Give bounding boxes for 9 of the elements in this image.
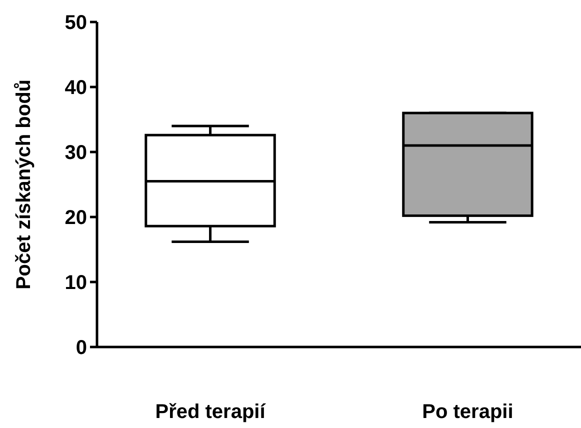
- y-tick-label: 40: [64, 77, 87, 99]
- x-tick-label: Před terapií: [155, 401, 267, 423]
- y-tick-label: 30: [64, 142, 87, 164]
- y-tick-label: 50: [64, 12, 87, 34]
- y-tick-label: 20: [64, 207, 87, 229]
- y-axis-title: Počet získaných bodů: [13, 79, 35, 290]
- y-tick-label: 10: [64, 272, 87, 294]
- x-tick-label: Po terapii: [422, 401, 514, 423]
- y-tick-label: 0: [76, 337, 87, 359]
